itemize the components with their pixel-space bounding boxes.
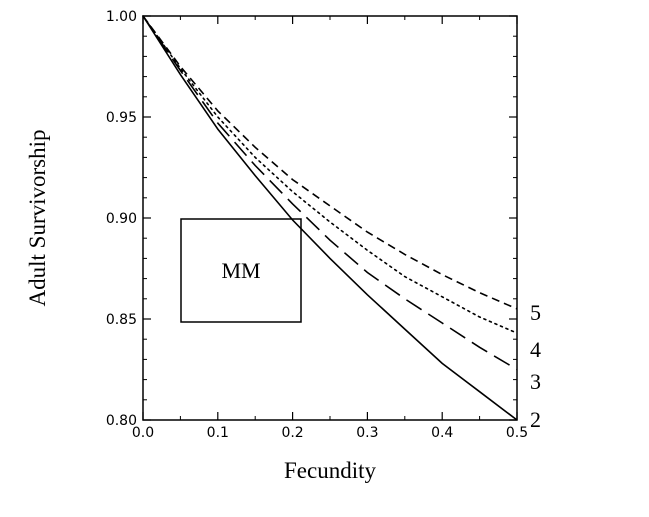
x-tick-label: 0.3 xyxy=(356,425,378,441)
y-axis-title: Adult Survivorship xyxy=(25,130,50,307)
y-tick-label: 0.95 xyxy=(106,110,137,126)
series-line-2 xyxy=(142,15,518,421)
plot-frame xyxy=(142,15,518,421)
series-lines xyxy=(142,15,518,421)
series-label-3: 3 xyxy=(530,369,541,394)
annotation-text: MM xyxy=(221,258,260,283)
x-tick-label: 0.5 xyxy=(506,425,528,441)
series-labels: 2 3 4 5 xyxy=(530,300,541,432)
annotation-box xyxy=(180,218,302,323)
series-label-2: 2 xyxy=(530,407,541,432)
y-tick-label: 0.80 xyxy=(106,413,137,429)
x-axis-title: Fecundity xyxy=(284,458,376,483)
y-tick-label: 1.00 xyxy=(106,9,137,25)
series-line-4 xyxy=(142,15,518,334)
y-tick-label: 0.85 xyxy=(106,312,137,328)
y-tick-label: 0.90 xyxy=(106,211,137,227)
series-label-5: 5 xyxy=(530,300,541,325)
x-tick-label: 0.0 xyxy=(132,425,154,441)
series-label-4: 4 xyxy=(530,337,541,362)
ticks: 0.0 0.1 0.2 0.3 0.4 0.5 0.80 0.85 0.90 0.95 1.00 xyxy=(106,9,528,441)
x-tick-label: 0.1 xyxy=(207,425,229,441)
x-tick-label: 0.2 xyxy=(281,425,303,441)
series-line-5 xyxy=(142,15,518,310)
x-tick-label: 0.4 xyxy=(431,425,453,441)
series-line-3 xyxy=(142,15,518,371)
